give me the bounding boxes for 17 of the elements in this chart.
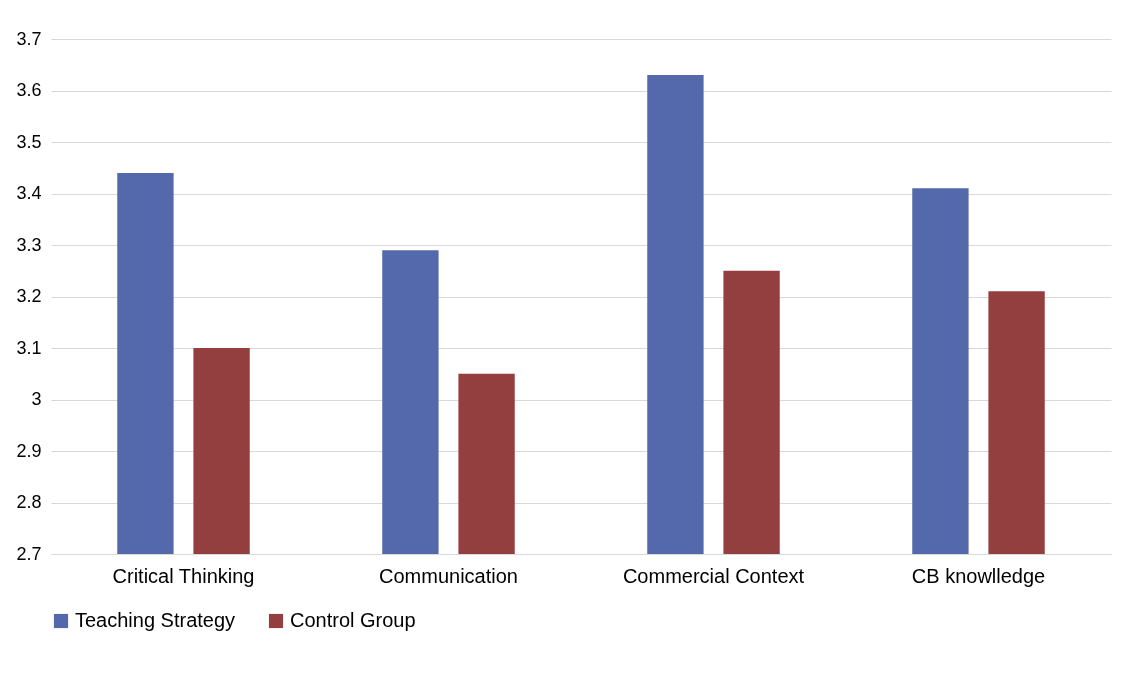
y-tick-label: 3.5 (16, 131, 42, 152)
y-tick-label: 2.7 (16, 543, 42, 564)
x-tick-label: CB knowlledge (911, 564, 1046, 587)
y-tick-label: 3.3 (16, 234, 42, 255)
x-tick-label: Commercial Context (622, 564, 805, 587)
y-tick-label: 3.1 (16, 337, 42, 358)
x-tick-label: Communication (379, 564, 518, 587)
legend-label: Teaching Strategy (75, 609, 236, 631)
y-tick-label: 2.9 (16, 440, 42, 461)
y-tick-label: 3.6 (16, 80, 42, 100)
y-tick-label: 2.8 (16, 492, 42, 512)
y-tick-label: 3.7 (16, 28, 42, 49)
y-tick-label: 3.2 (16, 286, 42, 306)
legend-label: Control Group (290, 609, 416, 631)
y-tick-label: 3 (31, 389, 42, 409)
y-tick-label: 3.4 (16, 183, 42, 203)
x-tick-label: Critical Thinking (112, 564, 255, 587)
